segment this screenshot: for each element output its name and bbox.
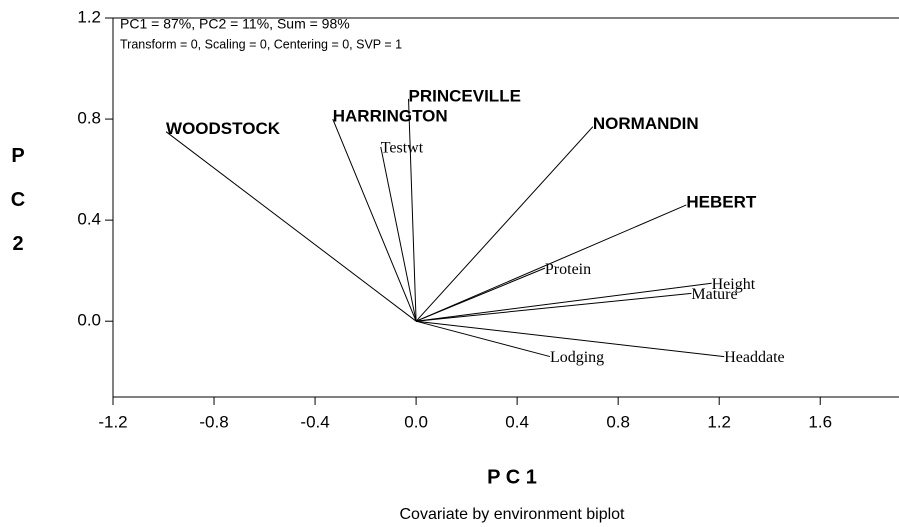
x-tick-label: 1.2: [707, 412, 731, 431]
covariate-label: Lodging: [550, 349, 604, 366]
environment-label: HEBERT: [686, 192, 757, 211]
vector: [416, 282, 712, 322]
x-tick-label: -0.4: [300, 412, 329, 431]
vector: [415, 320, 551, 358]
annotation: Transform = 0, Scaling = 0, Centering = …: [120, 37, 402, 51]
covariate-label: Protein: [545, 261, 591, 278]
x-tick-label: 0.0: [404, 412, 428, 431]
x-tick-label: 0.8: [606, 412, 630, 431]
y-tick-label: 1.2: [77, 7, 101, 26]
annotation: PC1 = 87%, PC2 = 11%, Sum = 98%: [120, 16, 350, 32]
x-tick-label: -1.2: [98, 412, 127, 431]
y-tick-label: 0.4: [77, 210, 101, 229]
x-tick-label: 0.4: [505, 412, 529, 431]
x-tick-label: 1.6: [808, 412, 832, 431]
covariate-label: Testwt: [381, 140, 424, 157]
environment-label: PRINCEVILLE: [409, 86, 521, 105]
vector: [332, 118, 417, 322]
environment-label: WOODSTOCK: [166, 119, 281, 138]
vector: [416, 292, 692, 322]
y-axis-label: P C 2: [7, 145, 29, 255]
vector: [415, 204, 687, 322]
covariate-label: Mature: [691, 286, 737, 303]
vector: [416, 320, 725, 358]
x-axis-label: P C 1: [487, 466, 537, 488]
x-tick-label: -0.8: [199, 412, 228, 431]
vector: [415, 267, 546, 322]
vector: [165, 131, 417, 322]
y-tick-label: 0.0: [77, 311, 101, 330]
vector: [380, 146, 417, 322]
plot-frame: [112, 17, 899, 398]
vector: [408, 98, 417, 322]
vector: [415, 126, 594, 322]
covariate-label: Headdate: [724, 349, 784, 366]
environment-label: NORMANDIN: [593, 114, 699, 133]
environment-label: HARRINGTON: [333, 107, 448, 126]
covariate-label: Height: [712, 276, 756, 293]
caption: Covariate by environment biplot: [399, 506, 625, 523]
y-tick-label: 0.8: [77, 109, 101, 128]
